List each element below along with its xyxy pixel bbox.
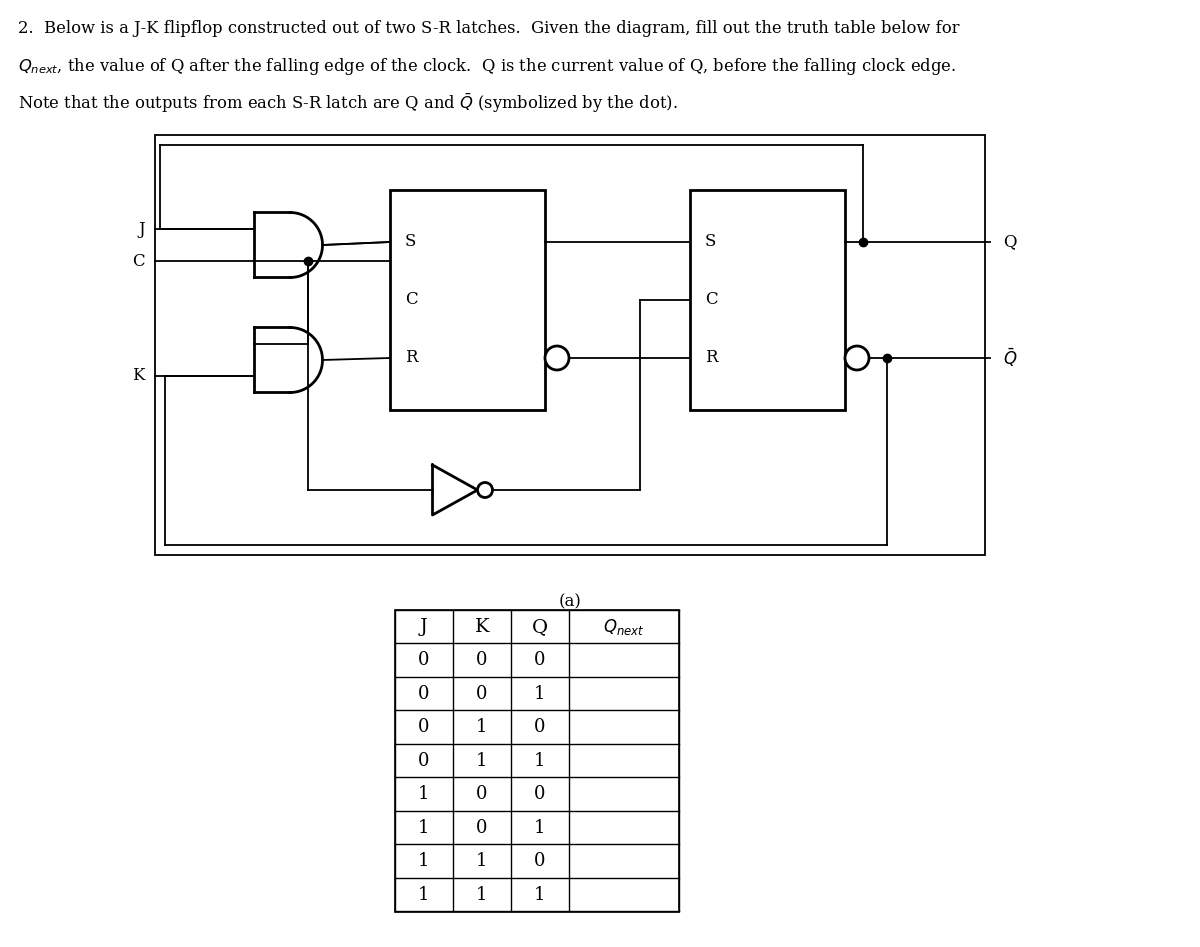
Text: C: C [132, 253, 145, 270]
Bar [155, 135, 985, 555]
Text: 1: 1 [476, 852, 487, 870]
Bar [690, 190, 845, 410]
Text: 0: 0 [534, 652, 546, 670]
Text: 1: 1 [419, 785, 430, 803]
Circle shape [478, 483, 492, 497]
Circle shape [845, 346, 869, 370]
Text: 1: 1 [534, 885, 546, 903]
Text: R: R [706, 349, 718, 366]
Text: 1: 1 [476, 718, 487, 736]
Text: 0: 0 [476, 652, 487, 670]
Text: Note that the outputs from each S-R latch are Q and $\bar{Q}$ (symbolized by the: Note that the outputs from each S-R latc… [18, 92, 678, 116]
Text: $Q_{next}$, the value of Q after the falling edge of the clock.  Q is the curren: $Q_{next}$, the value of Q after the fal… [18, 56, 956, 77]
Text: C: C [406, 292, 418, 309]
Text: 0: 0 [419, 718, 430, 736]
Text: $Q_{next}$: $Q_{next}$ [604, 616, 644, 636]
Text: 1: 1 [476, 752, 487, 770]
Text: 0: 0 [534, 852, 546, 870]
Text: 2.  Below is a J-K flipflop constructed out of two S-R latches.  Given the diagr: 2. Below is a J-K flipflop constructed o… [18, 20, 960, 37]
Text: 1: 1 [419, 852, 430, 870]
Text: 0: 0 [476, 819, 487, 837]
Text: 1: 1 [534, 819, 546, 837]
Bar [390, 190, 545, 410]
Text: 1: 1 [534, 685, 546, 703]
Text: 0: 0 [476, 685, 487, 703]
Text: 1: 1 [476, 885, 487, 903]
Text: 0: 0 [419, 652, 430, 670]
Text: K: K [475, 617, 490, 635]
Text: S: S [406, 234, 416, 251]
Text: K: K [132, 367, 145, 384]
Text: 0: 0 [419, 685, 430, 703]
Text: Q: Q [1003, 234, 1016, 251]
Circle shape [545, 346, 569, 370]
Text: C: C [706, 292, 718, 309]
Text: 1: 1 [534, 752, 546, 770]
Text: 1: 1 [419, 885, 430, 903]
Text: 0: 0 [476, 785, 487, 803]
Text: 0: 0 [534, 785, 546, 803]
Bar [395, 610, 679, 912]
Text: 0: 0 [534, 718, 546, 736]
Text: 0: 0 [419, 752, 430, 770]
Text: J: J [138, 221, 145, 238]
Text: S: S [706, 234, 716, 251]
Text: 1: 1 [419, 819, 430, 837]
Text: (a): (a) [558, 593, 582, 610]
Text: Q: Q [532, 617, 548, 635]
Text: R: R [406, 349, 418, 366]
Text: $\bar{Q}$: $\bar{Q}$ [1003, 347, 1018, 369]
Text: J: J [420, 617, 428, 635]
